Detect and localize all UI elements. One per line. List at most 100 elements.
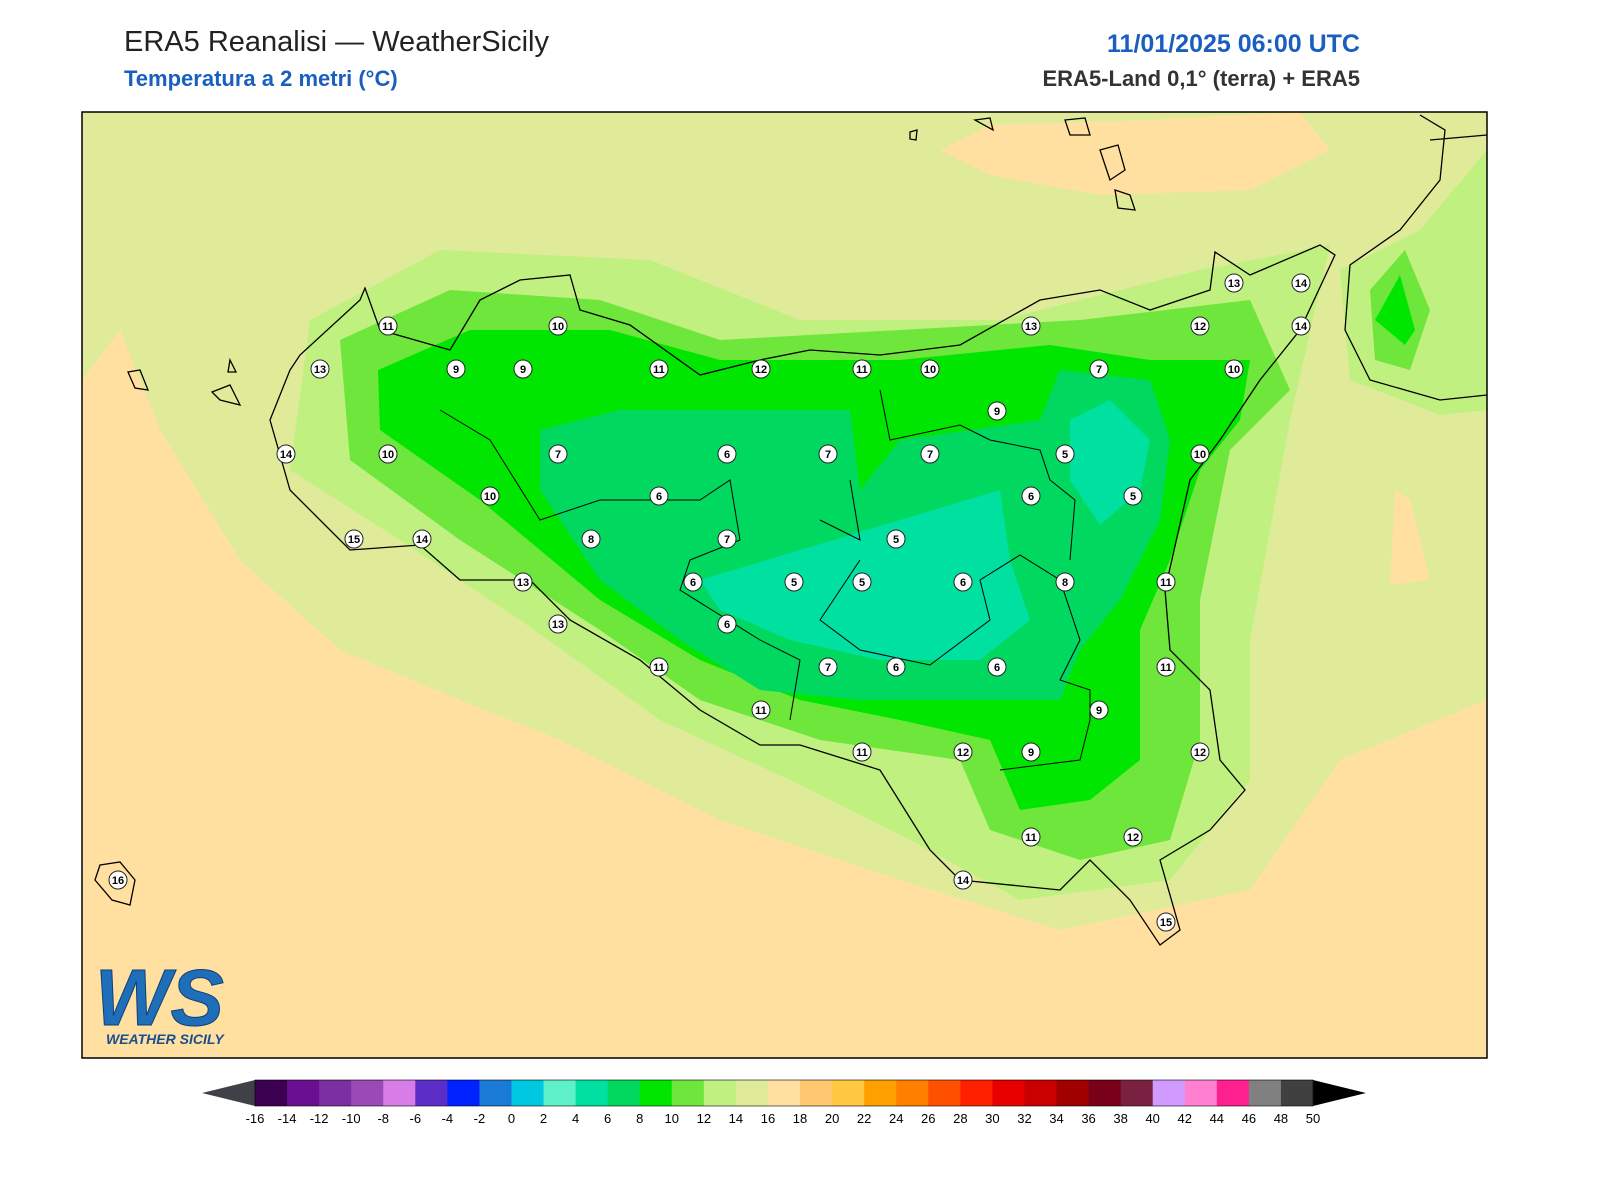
colorbar-box [639,1080,673,1106]
colorbar-label: 46 [1242,1111,1256,1126]
station-marker [1123,486,1143,506]
station-value: 11 [856,747,868,759]
station-value: 8 [1062,577,1068,589]
station-marker [344,529,364,549]
station-value: 6 [960,577,966,589]
station-marker [1055,444,1075,464]
station-value: 13 [552,619,564,631]
colorbar-label: 40 [1145,1111,1159,1126]
station-marker [953,742,973,762]
island [94,861,136,906]
station-marker [852,572,872,592]
station-value: 5 [791,577,797,589]
station-value: 15 [348,534,360,546]
colorbar: -16 -14 -12 -10 -8 -6 -4 -2 0 2 4 6 8 10 12 14 16 18 20 22 2… [202,1079,1366,1126]
colorbar-box [1088,1080,1122,1106]
station-marker [953,572,973,592]
colorbar-label: 8 [636,1111,643,1126]
station-marker [683,572,703,592]
station-marker [987,657,1007,677]
colorbar-label: 44 [1210,1111,1224,1126]
station-marker [480,486,500,506]
colorbar-box [703,1080,737,1106]
station-marker [649,486,669,506]
station-value: 6 [893,662,899,674]
colorbar-label: 18 [793,1111,807,1126]
colorbar-label: 24 [889,1111,903,1126]
colorbar-label: 12 [697,1111,711,1126]
station-marker [852,742,872,762]
station-value: 10 [484,491,496,503]
colorbar-box [319,1080,352,1106]
station-value: 12 [1127,832,1139,844]
station-marker [717,444,737,464]
colorbar-box [351,1080,384,1106]
station-marker [1021,486,1041,506]
station-marker [1156,912,1176,932]
colorbar-box [511,1080,545,1106]
station-value: 6 [690,577,696,589]
subtitle: Temperatura a 2 metri (°C) [124,66,398,91]
station-marker [1156,657,1176,677]
temperature-field [82,112,1487,1058]
station-value: 13 [517,577,529,589]
stations: 11 10 13 9 9 11 12 11 10 13 12 13 14 14 7 10 9 14 10 7 6 7 7 5 1… [108,273,1311,932]
colorbar-label: 50 [1306,1111,1320,1126]
station-value: 11 [382,321,394,333]
station-value: 7 [825,662,831,674]
station-marker [513,359,533,379]
colorbar-label: -4 [442,1111,454,1126]
station-value: 13 [1025,321,1037,333]
station-value: 14 [957,875,970,887]
station-marker [1190,444,1210,464]
province-border [439,389,1091,771]
station-value: 6 [656,491,662,503]
station-marker [784,572,804,592]
station-value: 5 [893,534,899,546]
station-marker [1156,572,1176,592]
colorbar-box [479,1080,512,1106]
colorbar-label: 16 [761,1111,775,1126]
colorbar-label: 6 [604,1111,611,1126]
station-value: 9 [1096,705,1102,717]
station-value: 14 [416,534,429,546]
colorbar-label: 42 [1178,1111,1192,1126]
station-marker [886,529,906,549]
colorbar-label: 28 [953,1111,967,1126]
station-value: 9 [520,364,526,376]
station-value: 5 [1130,491,1136,503]
station-marker [513,572,533,592]
colorbar-label: -16 [246,1111,265,1126]
colorbar-box [415,1080,448,1106]
station-marker [953,870,973,890]
colorbar-box [896,1080,929,1106]
station-value: 7 [825,449,831,461]
station-value: 11 [755,705,767,717]
colorbar-label: 36 [1081,1111,1095,1126]
station-marker [717,614,737,634]
station-value: 9 [1028,747,1034,759]
station-value: 9 [994,406,1000,418]
station-value: 13 [1228,278,1240,290]
colorbar-label: 38 [1113,1111,1127,1126]
calabria [1429,134,1488,141]
station-value: 6 [724,619,730,631]
station-marker [548,614,568,634]
colorbar-label: 34 [1049,1111,1063,1126]
sicily [269,244,1336,946]
colorbar-label: -6 [410,1111,422,1126]
station-marker [412,529,432,549]
colorbar-label: 10 [665,1111,679,1126]
station-marker [649,359,669,379]
colorbar-label: -2 [474,1111,486,1126]
station-marker [548,316,568,336]
title: ERA5 Reanalisi — WeatherSicily [124,26,549,58]
colorbar-box [1120,1080,1154,1106]
colorbar-label: 14 [729,1111,743,1126]
colorbar-extend-high [1313,1080,1366,1106]
colorbar-box [607,1080,641,1106]
station-marker [920,444,940,464]
colorbar-label: -14 [278,1111,297,1126]
station-marker [1055,572,1075,592]
station-marker [1291,316,1311,336]
